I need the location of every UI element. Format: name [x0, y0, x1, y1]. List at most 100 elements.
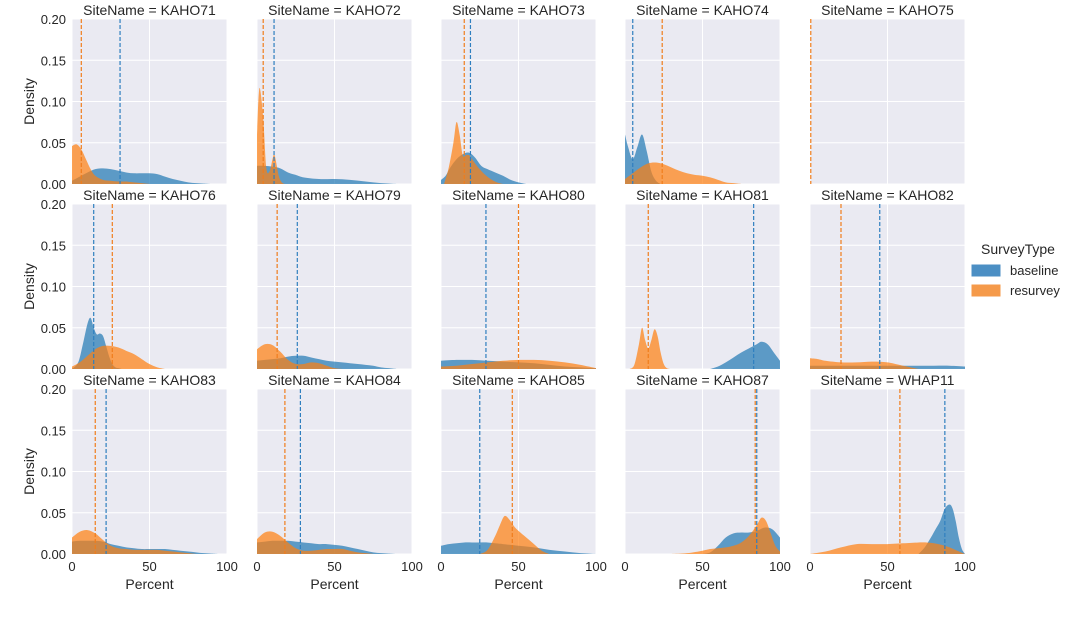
x-axis-label: Percent	[678, 576, 726, 592]
panel-title: SiteName = KAHO75	[821, 2, 954, 18]
facet-panel-KAHO79: SiteName = KAHO79	[256, 187, 413, 370]
facet-panel-KAHO84: SiteName = KAHO84 0 50 100 Percent	[253, 372, 422, 592]
facet-panel-KAHO83: SiteName = KAHO83 0.00 0.05 0.10 0.15 0.20 Den…	[21, 372, 238, 592]
kde-area-resurvey	[479, 515, 550, 554]
panel-title: SiteName = KAHO80	[452, 187, 585, 203]
panel-plot-area	[72, 389, 220, 554]
panel-plot-area	[671, 389, 780, 554]
y-axis-label: Density	[21, 78, 37, 125]
x-axis-label: Percent	[310, 576, 358, 592]
facet-panel-KAHO85: SiteName = KAHO85 0 50 100 Percent	[437, 372, 606, 592]
x-axis-label: Percent	[494, 576, 542, 592]
facet-panel-KAHO82: SiteName = KAHO82	[809, 187, 966, 370]
y-axis-label: Density	[21, 263, 37, 310]
panel-plot-area	[257, 19, 397, 184]
panel-title: SiteName = KAHO71	[83, 2, 216, 18]
facet-panel-KAHO87: SiteName = KAHO87 0 50 100 Percent	[621, 372, 790, 592]
kde-area-baseline	[918, 504, 965, 554]
panel-title: SiteName = KAHO87	[636, 372, 769, 388]
facet-panel-KAHO81: SiteName = KAHO81	[624, 187, 781, 370]
y-tick-label: 0.20	[41, 197, 66, 212]
x-axis-label: Percent	[125, 576, 173, 592]
y-tick-label: 0.15	[41, 423, 66, 438]
y-tick-label: 0.00	[41, 177, 66, 192]
kde-area-baseline	[257, 165, 397, 184]
facet-panel-KAHO72: SiteName = KAHO72	[256, 2, 413, 185]
x-tick-label: 50	[695, 559, 709, 574]
panel-title: SiteName = WHAP11	[821, 372, 955, 388]
kde-area-resurvey	[625, 162, 742, 184]
facet-panel-KAHO76: SiteName = KAHO76 0.00 0.05 0.10 0.15 0.20 Den…	[21, 187, 228, 377]
x-tick-label: 100	[585, 559, 607, 574]
x-tick-label: 100	[769, 559, 791, 574]
legend-swatch-baseline	[971, 264, 1001, 277]
kde-area-resurvey	[257, 531, 374, 554]
legend-title: SurveyType	[981, 241, 1055, 257]
x-axis-label: Percent	[863, 576, 911, 592]
y-tick-label: 0.10	[41, 95, 66, 110]
kde-area-baseline	[72, 168, 212, 184]
y-tick-label: 0.20	[41, 12, 66, 27]
y-tick-label: 0.00	[41, 547, 66, 562]
kde-area-resurvey	[671, 517, 780, 554]
facet-panel-KAHO71: SiteName = KAHO71 0.00 0.05 0.10 0.15 0.20 Den…	[21, 2, 228, 192]
y-tick-label: 0.00	[41, 362, 66, 377]
panel-plot-area	[441, 19, 527, 184]
y-tick-label: 0.15	[41, 53, 66, 68]
kde-area-resurvey	[444, 121, 503, 184]
y-tick-label: 0.20	[41, 382, 66, 397]
y-tick-label: 0.15	[41, 238, 66, 253]
panel-title: SiteName = KAHO83	[83, 372, 216, 388]
panel-plot-area	[441, 204, 596, 369]
x-tick-label: 0	[621, 559, 628, 574]
x-tick-label: 100	[216, 559, 238, 574]
legend-label-resurvey: resurvey	[1010, 283, 1060, 298]
panel-plot-area	[441, 389, 596, 554]
legend-swatch-resurvey	[971, 284, 1001, 297]
kde-area-baseline	[625, 134, 661, 184]
kde-area-resurvey	[810, 358, 919, 369]
y-tick-label: 0.10	[41, 280, 66, 295]
panel-plot-area	[72, 204, 165, 369]
kde-area-resurvey	[810, 542, 965, 554]
x-tick-label: 50	[327, 559, 341, 574]
panel-title: SiteName = KAHO73	[452, 2, 585, 18]
kde-area-resurvey	[441, 359, 596, 369]
kde-area-resurvey	[72, 530, 196, 554]
panel-title: SiteName = KAHO79	[268, 187, 401, 203]
panel-title: SiteName = KAHO82	[821, 187, 954, 203]
panel-title: SiteName = KAHO74	[636, 2, 769, 18]
x-tick-label: 0	[253, 559, 260, 574]
panel-title: SiteName = KAHO84	[268, 372, 401, 388]
panel-plot-area	[810, 389, 965, 554]
panel-plot-area	[625, 19, 742, 184]
kde-area-resurvey	[257, 343, 343, 369]
facet-panel-KAHO80: SiteName = KAHO80	[440, 187, 597, 370]
x-tick-label: 0	[806, 559, 813, 574]
y-tick-label: 0.05	[41, 136, 66, 151]
y-tick-label: 0.05	[41, 506, 66, 521]
y-tick-label: 0.10	[41, 465, 66, 480]
panel-plot-area	[72, 19, 212, 184]
panel-plot-area	[629, 204, 780, 369]
panel-title: SiteName = KAHO76	[83, 187, 216, 203]
kde-area-resurvey	[72, 144, 150, 184]
kde-area-resurvey	[629, 327, 670, 369]
facet-panel-WHAP11: SiteName = WHAP11 0 50 100 Percent	[806, 372, 975, 592]
x-tick-label: 50	[142, 559, 156, 574]
x-tick-label: 50	[511, 559, 525, 574]
x-tick-label: 0	[437, 559, 444, 574]
kde-area-resurvey	[257, 87, 285, 184]
kde-area-baseline	[710, 341, 780, 369]
facet-panel-KAHO75: SiteName = KAHO75	[809, 2, 966, 185]
panel-title: SiteName = KAHO72	[268, 2, 401, 18]
kde-area-baseline	[72, 317, 122, 369]
y-axis-label: Density	[21, 448, 37, 495]
x-tick-label: 100	[954, 559, 976, 574]
panel-plot-area	[257, 389, 397, 554]
y-tick-label: 0.05	[41, 321, 66, 336]
facet-panel-KAHO73: SiteName = KAHO73	[440, 2, 597, 185]
panel-plot-area	[810, 204, 965, 369]
facet-panel-KAHO74: SiteName = KAHO74	[624, 2, 781, 185]
